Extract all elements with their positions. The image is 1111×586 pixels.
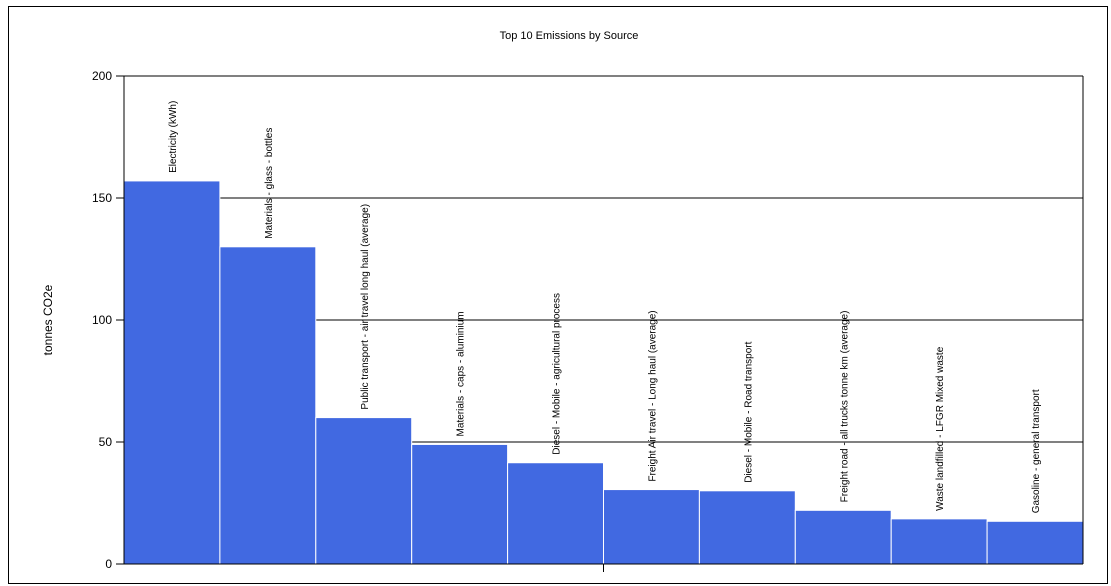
bar (698, 490, 796, 565)
bar (411, 443, 509, 565)
category-label: Waste landfilled - LFGR Mixed waste (935, 346, 946, 511)
category-label: Diesel - Mobile - agricultural process (552, 293, 563, 455)
y-tick-label: 200 (92, 69, 112, 83)
bar (123, 180, 221, 565)
axis-layer: 0 50 100 150 200 (92, 69, 1084, 572)
y-axis-label: tonnes CO2e (41, 284, 55, 355)
bar (219, 246, 317, 565)
y-tick-label: 50 (99, 435, 113, 449)
chart-title: Top 10 Emissions by Source (500, 30, 639, 42)
bar (794, 509, 892, 565)
y-tick-label: 100 (92, 313, 112, 327)
category-label: Gasoline - general transport (1031, 389, 1042, 513)
category-label: Freight road - all trucks tonne km (aver… (839, 311, 850, 503)
category-label: Materials - glass - bottles (264, 128, 275, 239)
category-label: Freight Air travel - Long haul (average) (647, 310, 658, 481)
bar (986, 520, 1084, 565)
y-tick-label: 0 (105, 557, 112, 571)
category-label: Materials - caps - aluminium (456, 311, 467, 436)
y-tick-label: 150 (92, 191, 112, 205)
bar (315, 417, 413, 565)
bar (603, 489, 700, 565)
bar (507, 462, 605, 565)
label-layer: Electricity (kWh) Materials - glass - bot… (168, 101, 1042, 514)
bar (890, 518, 988, 565)
category-label: Diesel - Mobile - Road transport (743, 341, 754, 482)
category-label: Public transport - air travel long haul … (360, 204, 371, 410)
category-label: Electricity (kWh) (168, 101, 179, 173)
